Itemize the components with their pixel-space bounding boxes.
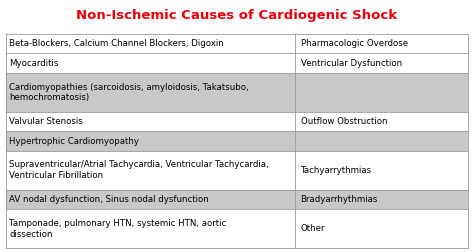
Text: Other: Other <box>301 224 325 233</box>
Text: Non-Ischemic Causes of Cardiogenic Shock: Non-Ischemic Causes of Cardiogenic Shock <box>76 9 398 22</box>
Bar <box>6 151 468 190</box>
Text: Cardiomyopathies (sarcoidosis, amyloidosis, Takatsubo,
hemochromatosis): Cardiomyopathies (sarcoidosis, amyloidos… <box>9 83 249 102</box>
Text: Myocarditis: Myocarditis <box>9 59 59 68</box>
Bar <box>6 190 468 209</box>
Text: Tachyarrythmias: Tachyarrythmias <box>301 166 372 175</box>
Text: AV nodal dysfunction, Sinus nodal dysfunction: AV nodal dysfunction, Sinus nodal dysfun… <box>9 195 209 204</box>
Bar <box>6 53 468 73</box>
Text: Bradyarrhythmias: Bradyarrhythmias <box>301 195 378 204</box>
Bar <box>6 73 468 112</box>
Text: Beta-Blockers, Calcium Channel Blockers, Digoxin: Beta-Blockers, Calcium Channel Blockers,… <box>9 39 224 48</box>
Text: Pharmacologic Overdose: Pharmacologic Overdose <box>301 39 408 48</box>
Bar <box>6 112 468 131</box>
Text: Ventricular Dysfunction: Ventricular Dysfunction <box>301 59 401 68</box>
Bar <box>6 209 468 248</box>
Bar <box>6 34 468 53</box>
Text: Valvular Stenosis: Valvular Stenosis <box>9 117 83 126</box>
Text: Hypertrophic Cardiomyopathy: Hypertrophic Cardiomyopathy <box>9 137 139 146</box>
Bar <box>6 131 468 151</box>
Text: Outflow Obstruction: Outflow Obstruction <box>301 117 387 126</box>
Text: Supraventricular/Atrial Tachycardia, Ventricular Tachycardia,
Ventricular Fibril: Supraventricular/Atrial Tachycardia, Ven… <box>9 161 269 180</box>
Text: Tamponade, pulmonary HTN, systemic HTN, aortic
dissection: Tamponade, pulmonary HTN, systemic HTN, … <box>9 219 227 239</box>
